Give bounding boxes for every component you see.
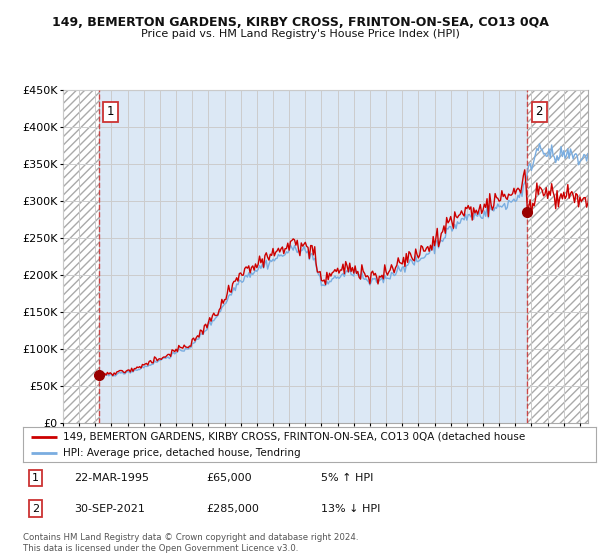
Text: £65,000: £65,000 [206, 473, 252, 483]
Text: 149, BEMERTON GARDENS, KIRBY CROSS, FRINTON-ON-SEA, CO13 0QA (detached house: 149, BEMERTON GARDENS, KIRBY CROSS, FRIN… [63, 432, 525, 442]
Text: 2: 2 [32, 503, 39, 514]
Text: 1: 1 [107, 105, 115, 118]
Text: 30-SEP-2021: 30-SEP-2021 [74, 503, 145, 514]
Text: Price paid vs. HM Land Registry's House Price Index (HPI): Price paid vs. HM Land Registry's House … [140, 29, 460, 39]
Text: HPI: Average price, detached house, Tendring: HPI: Average price, detached house, Tend… [63, 449, 301, 458]
Text: 2: 2 [535, 105, 543, 118]
Text: £285,000: £285,000 [206, 503, 259, 514]
Text: 22-MAR-1995: 22-MAR-1995 [74, 473, 149, 483]
Text: Contains HM Land Registry data © Crown copyright and database right 2024.
This d: Contains HM Land Registry data © Crown c… [23, 533, 358, 553]
Text: 5% ↑ HPI: 5% ↑ HPI [321, 473, 373, 483]
Text: 1: 1 [32, 473, 39, 483]
Text: 149, BEMERTON GARDENS, KIRBY CROSS, FRINTON-ON-SEA, CO13 0QA: 149, BEMERTON GARDENS, KIRBY CROSS, FRIN… [52, 16, 548, 29]
Text: 13% ↓ HPI: 13% ↓ HPI [321, 503, 380, 514]
